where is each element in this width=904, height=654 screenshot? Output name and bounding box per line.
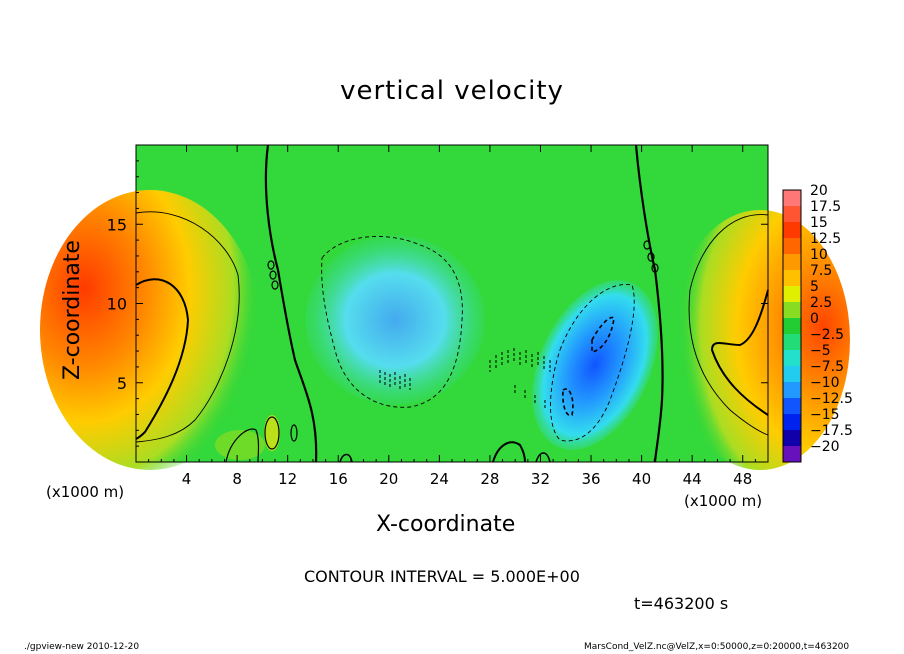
colorbar-swatch xyxy=(783,238,801,255)
colorbar-swatch xyxy=(783,446,801,463)
colorbar-swatch xyxy=(783,350,801,367)
x-tick-label: 40 xyxy=(632,470,651,488)
footer-left: ./gpview-new 2010-12-20 xyxy=(24,642,140,652)
contour-small-1 xyxy=(264,416,280,450)
colorbar-label: 17.5 xyxy=(810,199,841,215)
x-unit-label-left: (x1000 m) xyxy=(46,483,125,501)
x-tick-label: 16 xyxy=(329,470,348,488)
time-label: t=463200 s xyxy=(634,594,729,613)
x-tick-label: 12 xyxy=(278,470,297,488)
contour-dashed-right-inner xyxy=(591,316,615,353)
colorbar-swatch xyxy=(783,398,801,415)
colorbar-label: 0 xyxy=(810,311,819,327)
colorbar-label: −15 xyxy=(810,407,840,423)
contour-zero-right xyxy=(634,144,664,463)
contour-bottom-1 xyxy=(225,428,260,463)
updraft-right xyxy=(670,210,850,470)
contour-small-2 xyxy=(290,424,298,442)
colorbar-swatch xyxy=(783,222,801,239)
contour-interval-label: CONTOUR INTERVAL = 5.000E+00 xyxy=(304,567,580,586)
contour-zero-left xyxy=(264,144,318,463)
x-tick-label: 24 xyxy=(430,470,449,488)
colorbar-label: 7.5 xyxy=(810,263,832,279)
colorbar-swatch xyxy=(783,334,801,351)
contour-noise-center xyxy=(379,348,551,410)
colorbar-swatch xyxy=(783,190,801,207)
contour-bottom-3 xyxy=(535,452,551,463)
colorbar-swatch xyxy=(783,286,801,303)
contour-thick-left xyxy=(135,278,190,440)
x-tick-label: 20 xyxy=(379,470,398,488)
colorbar-label: −5 xyxy=(810,343,831,359)
colorbar-swatch xyxy=(783,318,801,335)
contour-beads-left xyxy=(267,240,659,290)
colorbar-swatch xyxy=(783,254,801,271)
colorbar-swatch xyxy=(783,270,801,287)
x-tick-label: 44 xyxy=(683,470,702,488)
colorbar-swatch xyxy=(783,366,801,383)
colorbar-swatch xyxy=(783,382,801,399)
y-axis-label: Z-coordinate xyxy=(60,240,85,380)
x-axis-label: X-coordinate xyxy=(376,512,516,537)
y-axis-ticks: 5 10 15 xyxy=(107,160,768,447)
colorbar-label: −2.5 xyxy=(810,327,844,343)
y-tick-label: 10 xyxy=(107,295,127,314)
x-tick-label: 36 xyxy=(581,470,600,488)
colorbar-swatch xyxy=(783,430,801,447)
x-tick-label: 32 xyxy=(531,470,550,488)
contour-dashed-right-inner-2 xyxy=(562,388,574,417)
contour-dashed-center xyxy=(321,236,463,408)
contour-thin-left xyxy=(135,211,240,443)
colorbar-swatch xyxy=(783,206,801,223)
colorbar-label: 10 xyxy=(810,247,828,263)
downdraft-center xyxy=(305,235,485,405)
x-unit-label-right: (x1000 m) xyxy=(684,492,763,510)
footer-right: MarsCond_VelZ.nc@VelZ,x=0:50000,z=0:2000… xyxy=(584,642,850,652)
contour-dashed-right xyxy=(550,284,635,442)
colorbar-frame xyxy=(782,189,802,463)
contour-thick-right xyxy=(710,289,769,416)
x-tick-label: 4 xyxy=(182,470,192,488)
contour-thin-right xyxy=(688,214,769,436)
x-tick-label: 48 xyxy=(733,470,752,488)
colorbar-label: 5 xyxy=(810,279,819,295)
colorbar-label: 12.5 xyxy=(810,231,841,247)
colorbar-label: 20 xyxy=(810,183,828,199)
updraft-small-2 xyxy=(215,430,265,460)
colorbar-label: −10 xyxy=(810,375,840,391)
x-tick-label: 28 xyxy=(480,470,499,488)
y-tick-label: 5 xyxy=(117,374,127,393)
updraft-small-1 xyxy=(264,415,280,451)
colorbar-label: −7.5 xyxy=(810,359,844,375)
contour-bottom-2 xyxy=(492,441,526,463)
plot-area xyxy=(40,144,850,470)
colorbar-label: 15 xyxy=(810,215,828,231)
colorbar-label: −17.5 xyxy=(810,423,853,439)
x-tick-label: 8 xyxy=(232,470,242,488)
colorbar-label: −12.5 xyxy=(810,391,853,407)
colorbar-label: 2.5 xyxy=(810,295,832,311)
colorbar-label: −20 xyxy=(810,439,840,455)
colorbar-swatch xyxy=(783,302,801,319)
colorbar-swatch xyxy=(783,414,801,431)
y-tick-label: 15 xyxy=(107,215,127,234)
updraft-left xyxy=(40,190,260,470)
chart-title: vertical velocity xyxy=(340,76,564,106)
x-axis-ticks: 4 8 12 16 20 24 28 32 36 40 44 48 xyxy=(148,145,756,488)
colorbar: 2017.51512.5107.552.50−2.5−5−7.5−10−12.5… xyxy=(782,183,853,463)
